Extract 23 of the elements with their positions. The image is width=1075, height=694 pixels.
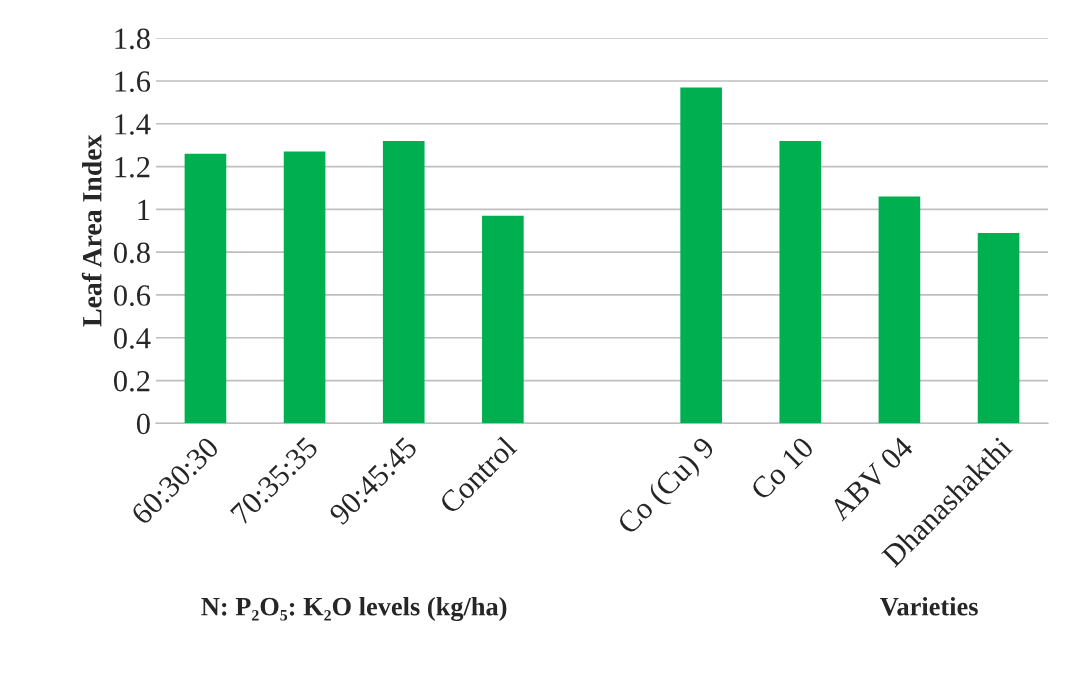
- bar: [482, 215, 524, 424]
- y-tick-label: 1.2: [115, 156, 150, 178]
- y-tick-label: 1.4: [115, 114, 151, 135]
- text: N: P₂O₅: K₂O levels (kg/ha): [201, 596, 507, 622]
- y-tick-label: 0: [136, 413, 150, 435]
- x-tick-label: Co 10: [749, 435, 815, 501]
- y-axis-title: Leaf Area Index: [81, 134, 102, 327]
- bar: [184, 153, 227, 424]
- y-tick-label: 1.6: [115, 71, 151, 92]
- y-tick-label: 1: [138, 199, 150, 220]
- x-tick-label: Co (Cu) 9: [615, 435, 720, 540]
- bar: [680, 87, 722, 424]
- bar: [977, 232, 1020, 424]
- y-tick-label: 0.2: [113, 370, 150, 392]
- bar: [779, 140, 822, 424]
- y-tick-label: 0.8: [113, 242, 150, 264]
- bar: [382, 140, 425, 424]
- bar: [878, 196, 921, 424]
- y-tick-label: 0.4: [113, 328, 151, 349]
- bar: [283, 151, 326, 424]
- y-tick-label: 1.8: [115, 28, 150, 50]
- y-tick-label: 0.6: [113, 285, 151, 306]
- text: Varieties: [880, 596, 978, 616]
